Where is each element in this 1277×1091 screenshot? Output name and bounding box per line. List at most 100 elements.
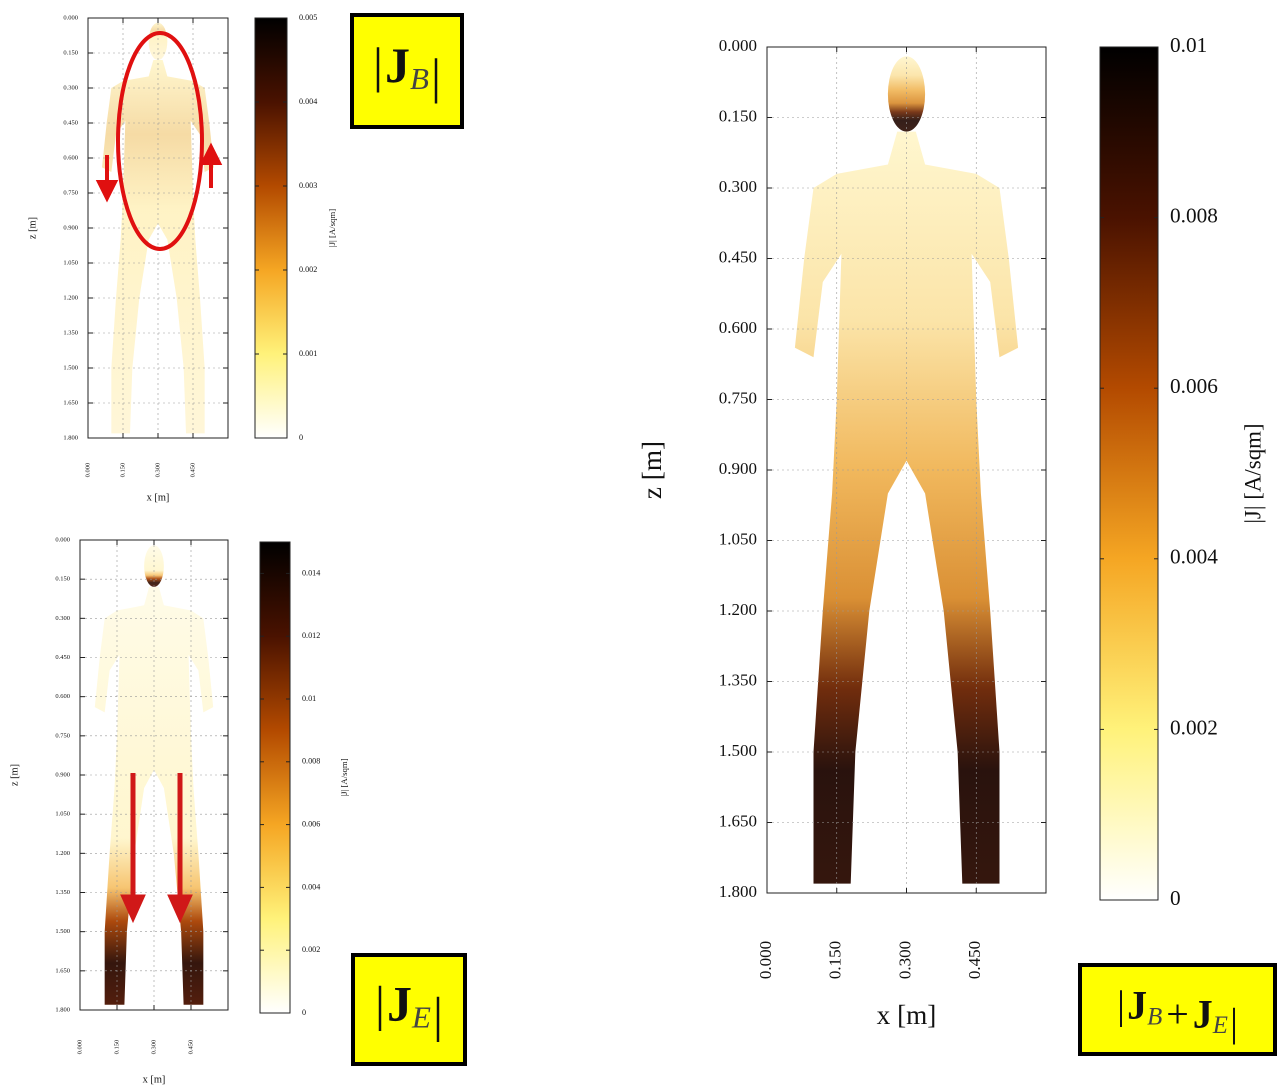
x-axis-label: x [m] [147,492,170,503]
y-axis-label: z [m] [9,764,20,786]
y-tick-label: 0.900 [63,224,78,231]
colorbar-label: |J| [A/sqm] [339,758,349,796]
figure: 0.000 0.150 0.300 0.450 0.600 0.750 0.900 1.050… [0,0,1277,1091]
annotation-part: | [373,37,383,93]
y-tick-label: 1.650 [63,399,78,406]
y-tick-label: 0.150 [55,576,70,583]
annotation-part: + [1166,991,1189,1036]
colorbar-tick-label: 0 [299,433,303,442]
colorbar-tick-label: 0.002 [1170,715,1218,739]
y-tick-label: 1.050 [55,811,70,818]
y-tick-label: 1.500 [719,741,757,760]
annotation-part: | [1230,1000,1238,1045]
y-tick-label: 1.050 [63,259,78,266]
y-tick-label: 0.450 [63,119,78,126]
colorbar-tick-label: 0.001 [299,349,317,358]
x-tick-label: 0.000 [76,1040,83,1055]
y-tick-label: 1.650 [55,967,70,974]
y-tick-label: 0.150 [719,106,757,125]
x-axis-label: x [m] [877,1000,937,1030]
y-tick-label: 1.500 [55,928,70,935]
x-tick-label: 0.300 [150,1040,157,1055]
y-tick-label: 0.000 [63,14,78,21]
x-tick-label: 0.150 [119,463,126,478]
colorbar-tick-label: 0.008 [1170,203,1218,227]
x-axis-label: x [m] [143,1074,166,1085]
y-tick-label: 0.600 [55,693,70,700]
colorbar-tick-label: 0.004 [302,882,320,891]
y-tick-label: 1.650 [719,811,757,830]
y-axis-label: z [m] [637,441,667,499]
y-tick-label: 1.800 [55,1006,70,1013]
x-tick-label: 0.300 [895,941,914,979]
y-tick-label: 1.350 [55,889,70,896]
annotation-part: | [433,987,443,1043]
annotation-part: | [375,976,385,1032]
x-tick-label: 0.450 [187,1040,194,1055]
colorbar-tick-label: 0.01 [302,694,316,703]
annotation-part: | [1117,983,1125,1028]
y-tick-label: 0.300 [719,177,757,196]
colorbar-tick-label: 0.002 [299,265,317,274]
y-tick-label: 0.900 [55,771,70,778]
colorbar-tick-label: 0.003 [299,181,317,190]
y-tick-label: 1.800 [719,882,757,901]
annotation-part: | [431,48,441,104]
y-tick-label: 1.350 [63,329,78,336]
y-tick-label: 1.200 [55,850,70,857]
colorbar-tick-label: 0.005 [299,13,317,22]
colorbar-tick-label: 0.006 [1170,374,1218,398]
annotation-part: J [387,976,412,1032]
y-tick-label: 0.450 [719,247,757,266]
annotation-part: E [411,1000,431,1035]
y-tick-label: 1.800 [63,434,78,441]
x-tick-label: 0.000 [756,941,775,979]
y-tick-label: 0.300 [55,615,70,622]
y-axis-label: z [m] [27,217,38,239]
y-tick-label: 1.050 [719,529,757,548]
colorbar [260,542,290,1013]
colorbar-tick-label: 0.01 [1170,33,1207,57]
colorbar-tick-label: 0 [302,1008,306,1017]
x-tick-label: 0.150 [113,1040,120,1055]
y-tick-label: 0.900 [719,459,757,478]
colorbar-tick-label: 0.006 [302,819,320,828]
x-tick-label: 0.300 [154,463,161,478]
colorbar-tick-label: 0 [1170,886,1181,910]
page: {"chart_data": [ {"type": "heatmap", "xl… [0,0,1277,1091]
colorbar-label: |J| [A/sqm] [1240,423,1265,523]
annotation-part: B [1147,1003,1162,1030]
annotation-part: J [1127,983,1147,1028]
colorbar [255,18,287,438]
colorbar-tick-label: 0.004 [1170,545,1218,569]
y-tick-label: 1.200 [63,294,78,301]
x-tick-label: 0.150 [826,941,845,979]
y-tick-label: 0.750 [55,732,70,739]
y-tick-label: 0.450 [55,654,70,661]
y-tick-label: 0.000 [55,536,70,543]
annotation-part: J [1193,991,1213,1036]
annotation-part: B [410,61,429,96]
y-tick-label: 0.750 [719,388,757,407]
x-tick-label: 0.450 [965,941,984,979]
colorbar-tick-label: 0.004 [299,97,317,106]
y-tick-label: 0.750 [63,189,78,196]
x-tick-label: 0.000 [84,463,91,478]
y-tick-label: 1.500 [63,364,78,371]
y-tick-label: 0.150 [63,49,78,56]
colorbar-tick-label: 0.012 [302,631,320,640]
y-tick-label: 0.000 [719,36,757,55]
colorbar-label: |J| [A/sqm] [327,209,337,247]
x-tick-label: 0.450 [189,463,196,478]
y-tick-label: 1.200 [719,600,757,619]
y-tick-label: 0.600 [63,154,78,161]
colorbar-tick-label: 0.014 [302,568,320,577]
annotation-part: J [385,37,410,93]
y-tick-label: 0.600 [719,318,757,337]
colorbar-tick-label: 0.008 [302,757,320,766]
annotation-part: E [1212,1012,1228,1039]
y-tick-label: 1.350 [719,670,757,689]
colorbar-tick-label: 0.002 [302,945,320,954]
y-tick-label: 0.300 [63,84,78,91]
colorbar [1100,47,1158,900]
